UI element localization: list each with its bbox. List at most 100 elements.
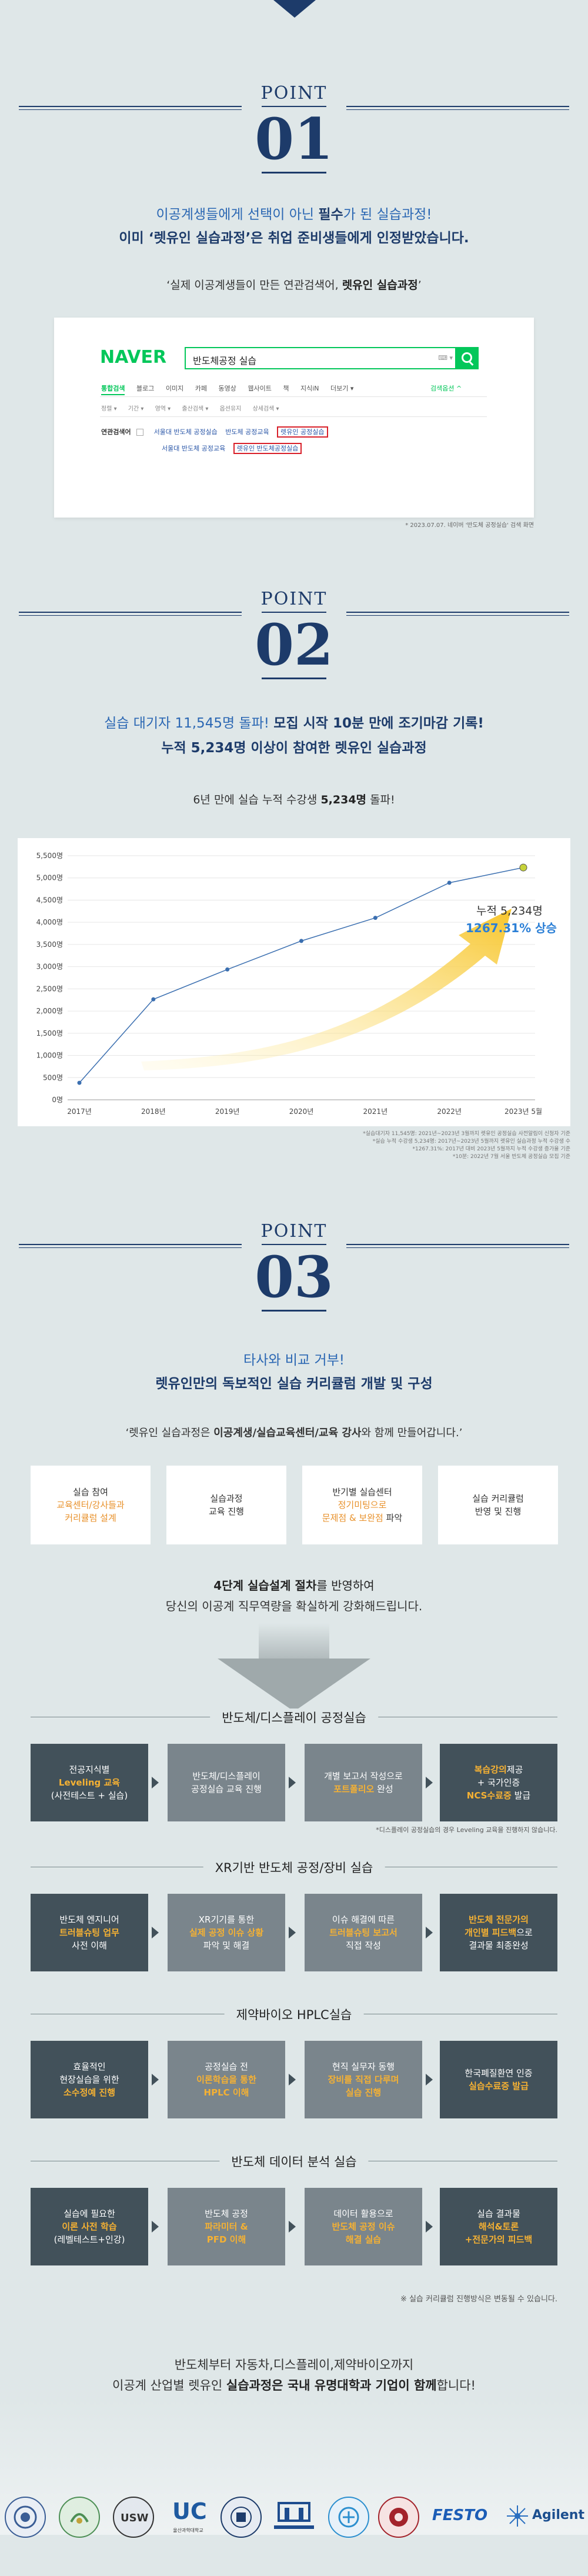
track3-box-3: 현직 실무자 동행 장비를 직접 다루며 실습 진행	[305, 2041, 422, 2118]
top-down-arrow-icon	[273, 0, 316, 18]
point3-desc-2: 당신의 이공계 직무역량을 확실하게 강화해드립니다.	[165, 1599, 423, 1613]
seoul-univ-logo	[5, 2497, 46, 2538]
x-tick-label: 2021년	[363, 1107, 388, 1116]
data-point	[519, 863, 527, 872]
track2-box-2: XR기기를 통한 실제 공정 이슈 상황 파악 및 해결	[168, 1894, 285, 1971]
usw-logo: USW	[113, 2497, 154, 2538]
uc-logo: UC 울산과학대학교	[172, 2498, 207, 2533]
chevron-right-icon	[289, 1927, 296, 1938]
y-tick-label: 4,000명	[36, 918, 63, 926]
point-02-header: POINT 02	[0, 588, 588, 679]
chevron-right-icon	[152, 1927, 159, 1938]
related-keyword-highlighted[interactable]: 렛유인 공정실습	[277, 426, 328, 438]
search-options[interactable]: 검색옵션 ^	[430, 385, 462, 392]
y-tick-label: 3,000명	[36, 963, 63, 971]
tab-more[interactable]: 더보기 ▾	[330, 385, 354, 392]
x-tick-label: 2023년 5월	[505, 1107, 542, 1116]
step-box-4: 실습 커리큘럼 반영 및 진행	[438, 1466, 558, 1544]
chevron-right-icon	[152, 2074, 159, 2086]
y-tick-label: 5,000명	[36, 874, 63, 882]
naver-tabs: 통합검색 블로그 이미지 카페 동영상 웹사이트 책 지식iN 더보기 ▾	[101, 383, 363, 395]
agilent-spark-icon	[506, 2504, 529, 2528]
info-icon[interactable]	[136, 429, 144, 436]
data-point	[373, 916, 377, 920]
tab-kin[interactable]: 지식iN	[300, 385, 319, 392]
down-arrow-icon	[218, 1659, 370, 1711]
naver-search-screenshot: NAVER 반도체공정 실습 ⌨ ▾ 통합검색 블로그 이미지 카페 동영상 웹…	[54, 318, 534, 518]
tab-video[interactable]: 동영상	[218, 385, 236, 392]
track1-box-3: 개별 보고서 작성으로 포트폴리오 완성	[305, 1744, 422, 1821]
related-keywords-row-1: 연관검색어 서울대 반도체 공정실습 반도체 공정교육 렛유인 공정실습	[101, 426, 334, 438]
step-box-1: 실습 참여 교육센터/강사들과 커리큘럼 설계	[31, 1466, 151, 1544]
y-tick-label: 1,000명	[36, 1052, 63, 1060]
chevron-right-icon	[426, 1927, 433, 1938]
y-tick-label: 1,500명	[36, 1029, 63, 1037]
tab-integrated[interactable]: 통합검색	[101, 385, 125, 395]
point3-title-2: 렛유인만의 독보적인 실습 커리큘럼 개발 및 구성	[155, 1376, 433, 1392]
point-label: POINT	[260, 589, 328, 609]
track4-box-1: 실습에 필요한 이론 사전 학습 (레벨테스트+인강)	[31, 2188, 148, 2265]
step-box-3: 반기별 실습센터 정기미팅으로 문제점 & 보완점 파악	[302, 1466, 422, 1544]
keyboard-icon[interactable]: ⌨ ▾	[438, 354, 453, 362]
x-tick-label: 2017년	[67, 1107, 92, 1116]
step-box-2: 실습과정 교육 진행	[166, 1466, 286, 1544]
point2-footnotes: *실습대기자 11,545명: 2021년~2023년 3월까지 렛유인 공정실…	[363, 1131, 570, 1160]
point1-headline-2: 이미 ‘렛유인 실습과정’은 취업 준비생들에게 인정받았습니다.	[119, 231, 469, 246]
circle-seal-logo	[328, 2497, 369, 2538]
related-label: 연관검색어	[101, 428, 131, 436]
tab-book[interactable]: 책	[283, 385, 289, 392]
svg-text:USW: USW	[121, 2512, 148, 2524]
related-keyword[interactable]: 반도체 공정교육	[225, 428, 269, 436]
track1-box-1: 전공지식별 Leveling 교육 (사전테스트 + 실습)	[31, 1744, 148, 1821]
final-line-2: 이공계 산업별 렛유인 실습과정은 국내 유명대학과 기업이 함께합니다!	[112, 2378, 476, 2393]
point1-headline-1: 이공계생들에게 선택이 아닌 필수가 된 실습과정!	[156, 207, 432, 222]
tab-image[interactable]: 이미지	[165, 385, 184, 392]
growth-arrow-icon	[141, 909, 512, 1070]
subtab-area[interactable]: 영역 ▾	[155, 406, 171, 412]
search-icon[interactable]	[455, 347, 479, 369]
related-keyword[interactable]: 서울대 반도체 공정교육	[162, 445, 226, 452]
point3-subtitle: ‘렛유인 실습과정은 이공계생/실습교육센터/교육 강사와 함께 만들어갑니다.…	[125, 1427, 463, 1439]
point3-desc-1: 4단계 실습설계 절차를 반영하여	[213, 1579, 375, 1593]
subtab-date[interactable]: 출산검색 ▾	[182, 406, 209, 412]
point2-headline-2: 누적 5,234명 이상이 참여한 렛유인 실습과정	[161, 740, 427, 756]
subtab-detail[interactable]: 상세검색 ▾	[252, 406, 279, 412]
point1-subtitle: ‘실제 이공계생들이 만든 연관검색어, 렛유인 실습과정’	[166, 279, 422, 292]
chevron-right-icon	[289, 1777, 296, 1788]
data-point	[299, 939, 303, 943]
chevron-right-icon	[426, 2074, 433, 2086]
point-number: 02	[255, 612, 333, 678]
x-tick-label: 2018년	[141, 1107, 166, 1116]
y-tick-label: 2,000명	[36, 1007, 63, 1015]
related-keyword-highlighted[interactable]: 렛유인 반도체공정실습	[233, 443, 302, 454]
track1-box-2: 반도체/디스플레이 공정실습 교육 진행	[168, 1744, 285, 1821]
related-keyword[interactable]: 서울대 반도체 공정실습	[153, 428, 218, 436]
tab-blog[interactable]: 블로그	[136, 385, 155, 392]
red-seal-logo	[378, 2497, 419, 2538]
data-point	[77, 1080, 82, 1085]
y-tick-label: 0명	[52, 1096, 63, 1104]
track4-box-3: 데이터 활용으로 반도체 공정 이슈 해결 실습	[305, 2188, 422, 2265]
track3-box-2: 공정실습 전 이론학습을 통한 HPLC 이해	[168, 2041, 285, 2118]
track2-box-3: 이슈 해결에 따른 트러블슈팅 보고서 직접 작성	[305, 1894, 422, 1971]
point-label: POINT	[260, 83, 328, 104]
tab-cafe[interactable]: 카페	[195, 385, 207, 392]
annotation-total: 누적 5,234명	[476, 905, 543, 917]
subtab-period[interactable]: 기간 ▾	[128, 406, 144, 412]
subtab-sort[interactable]: 정렬 ▾	[101, 406, 117, 412]
track1-box-4: 복습강의제공 + 국가인증 NCS수료증 발급	[440, 1744, 557, 1821]
naver-search-input[interactable]: 반도체공정 실습 ⌨ ▾	[185, 347, 479, 369]
subtab-keep-option[interactable]: 옵션유지	[219, 406, 242, 412]
point-label: POINT	[260, 1221, 328, 1242]
track-title-4: 반도체 데이터 분석 실습	[31, 2153, 557, 2170]
naver-caption: * 2023.07.07. 네이버 '반도체 공정실습' 검색 화면	[405, 522, 534, 529]
track-title-2: XR기반 반도체 공정/장비 실습	[31, 1858, 557, 1876]
point2-headline-1: 실습 대기자 11,545명 돌파! 모집 시작 10분 만에 조기마감 기록!	[104, 716, 484, 731]
naver-subtabs: 정렬 ▾ 기간 ▾ 영역 ▾ 출산검색 ▾ 옵션유지 상세검색 ▾	[101, 403, 289, 412]
x-tick-label: 2019년	[215, 1107, 240, 1116]
tab-website[interactable]: 웹사이트	[248, 385, 272, 392]
track-title-3: 제약바이오 HPLC실습	[31, 2006, 557, 2023]
hanyang-logo	[270, 2500, 318, 2535]
point-number: 03	[255, 1244, 333, 1310]
